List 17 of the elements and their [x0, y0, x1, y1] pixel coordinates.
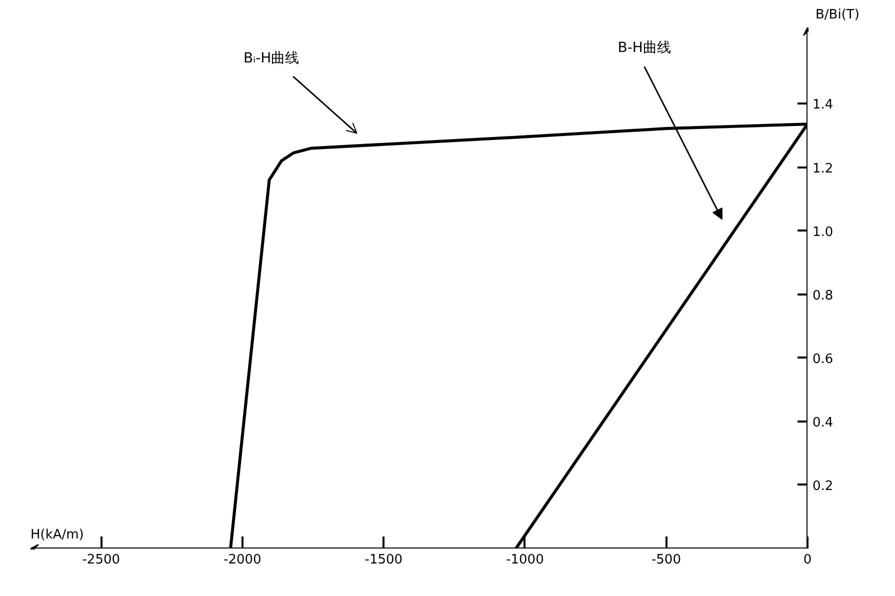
y-tick-label: 1.0 [812, 224, 834, 240]
x-tick-label: -2000 [224, 552, 262, 568]
y-axis-title: B/Bi(T) [816, 8, 860, 22]
y-tick-label: 0.2 [812, 478, 834, 494]
annotation: B-H曲线 [618, 40, 671, 56]
y-tick-label: 1.2 [812, 161, 834, 176]
y-tick-label: 1.4 [812, 98, 834, 113]
y-tick-label: 0.4 [812, 415, 834, 430]
x-tick-label: -500 [651, 552, 681, 568]
x-tick-label: -1500 [364, 552, 403, 568]
x-tick-label: 0 [803, 552, 812, 568]
annotation: Bᵢ-H曲线 [244, 50, 300, 67]
x-tick-label: -2500 [82, 552, 120, 568]
y-tick-label: 0.6 [812, 352, 834, 367]
x-tick-label: -1000 [506, 552, 544, 568]
y-tick-label: 0.8 [812, 288, 834, 304]
x-axis-title: H(kA/m) [30, 528, 84, 542]
